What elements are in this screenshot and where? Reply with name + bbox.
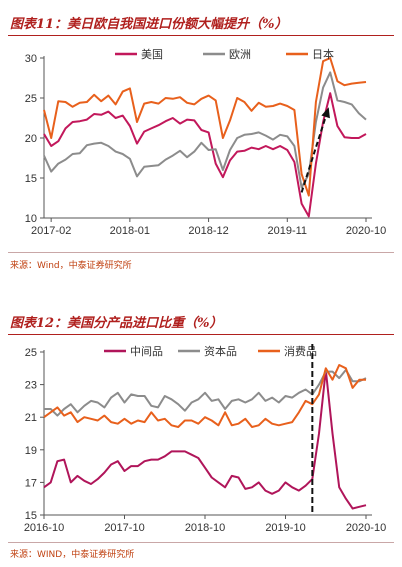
legend-label-1: 美国: [141, 48, 163, 61]
y-tick-label: 17: [25, 477, 37, 489]
trend-arrow-head: [321, 107, 330, 119]
legend-label-2: 欧洲: [229, 48, 251, 61]
legend-label-2: 资本品: [204, 344, 237, 358]
figure-11-title-rule: [8, 35, 394, 36]
y-tick-label: 30: [25, 53, 37, 65]
x-tick-label: 2016-10: [24, 522, 64, 534]
figure-12-source-rule: [8, 542, 394, 543]
y-tick-label: 21: [25, 412, 37, 424]
figure-11-source-rule: [8, 252, 394, 253]
x-tick-label: 2018-12: [188, 225, 228, 237]
figure-11-source: 来源：Wind，中泰证券研究所: [10, 261, 132, 271]
y-tick-label: 10: [25, 213, 37, 225]
x-tick-label: 2019-10: [265, 522, 305, 534]
trend-arrow-shaft: [300, 108, 330, 193]
x-tick-label: 2020-10: [346, 225, 386, 237]
x-tick-label: 2017-02: [31, 225, 71, 237]
figure-11-title: 图表11：美日欧自我国进口份额大幅提升（%）: [10, 17, 288, 32]
y-tick-label: 15: [25, 173, 37, 185]
y-tick-label: 23: [25, 380, 37, 392]
series-line-1: [43, 92, 367, 218]
y-tick-label: 25: [25, 93, 37, 105]
y-tick-label: 19: [25, 445, 37, 457]
legend-label-3: 日本: [312, 47, 334, 61]
x-tick-label: 2017-10: [104, 522, 144, 534]
y-tick-label: 20: [25, 133, 37, 145]
figure-12-source: 来源：WIND，中泰证券研究所: [10, 550, 135, 560]
series-line-2: [44, 368, 367, 417]
legend-label-1: 中间品: [130, 345, 163, 358]
figure-12-chart: 15 17 19 21 23 25 2016-10 2017-10 2018-10 2019-10…: [24, 344, 386, 534]
y-tick-label: 15: [25, 510, 37, 522]
series-line-1: [43, 368, 367, 510]
legend-label-3: 消费品: [284, 344, 317, 358]
x-tick-label: 2019-11: [268, 225, 308, 237]
x-tick-label: 2018-10: [185, 522, 225, 534]
x-tick-label: 2018-01: [110, 225, 150, 237]
x-tick-label: 2020-10: [346, 522, 386, 534]
figure-12-title: 图表12：美国分产品进口比重（%）: [10, 316, 223, 331]
series-line-3: [43, 364, 366, 428]
series-line-3: [43, 57, 367, 197]
figure-12-title-rule: [8, 334, 394, 335]
figure-11-chart: 10 15 20 25 30 2017-02 2018-01 2018-12 2019-11 20…: [25, 47, 386, 237]
y-tick-label: 25: [25, 347, 37, 359]
